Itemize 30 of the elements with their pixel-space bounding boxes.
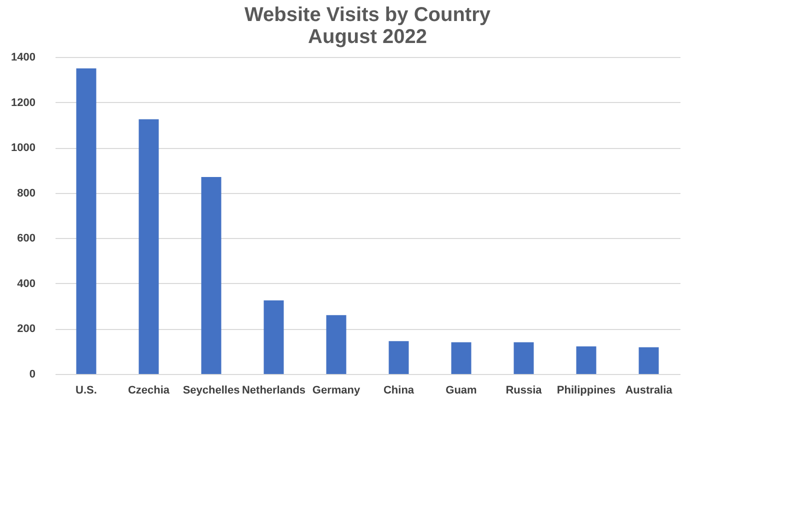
y-tick-label: 0	[29, 368, 36, 380]
y-tick-label: 400	[17, 278, 36, 290]
x-tick-label: Philippines	[556, 384, 616, 396]
x-tick-label: Netherlands	[242, 384, 306, 396]
bar	[76, 68, 96, 374]
x-tick-label: China	[383, 384, 415, 396]
bar	[264, 300, 284, 374]
chart-subtitle: August 2022	[308, 26, 427, 48]
x-tick-label: U.S.	[76, 384, 97, 396]
bar	[514, 342, 534, 374]
bar	[326, 315, 346, 374]
y-tick-label: 1400	[11, 52, 36, 64]
bar	[388, 341, 409, 374]
x-tick-label: Czechia	[128, 384, 170, 396]
y-tick-label: 1000	[11, 142, 36, 154]
y-tick-label: 600	[17, 232, 36, 245]
y-tick-label: 1200	[11, 96, 36, 109]
bar	[201, 177, 222, 374]
x-tick-label: Russia	[506, 384, 543, 396]
y-tick-label: 200	[17, 323, 36, 336]
x-tick-label: Germany	[312, 384, 361, 396]
bar	[638, 347, 659, 374]
x-tick-label: Australia	[625, 384, 674, 396]
bar	[138, 119, 159, 374]
y-tick-label: 800	[17, 187, 36, 200]
bar	[576, 346, 596, 374]
x-tick-label: Seychelles	[182, 384, 240, 396]
chart-title: Website Visits by Country	[244, 4, 492, 26]
x-tick-label: Guam	[446, 384, 478, 396]
bar	[451, 342, 472, 374]
